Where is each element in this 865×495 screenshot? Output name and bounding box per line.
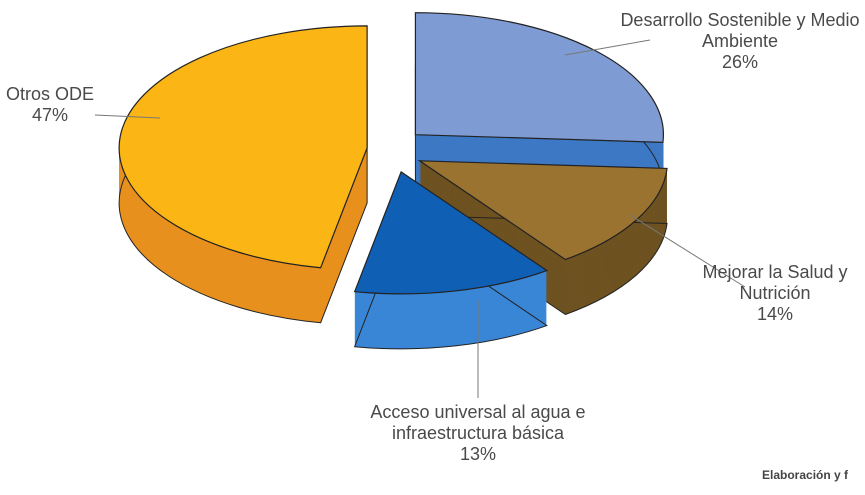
- category-label: Otros ODE: [5, 84, 94, 104]
- value-label: 13%: [459, 444, 497, 464]
- slice-group: [414, 12, 664, 198]
- slice: [353, 170, 549, 295]
- slice: [414, 12, 664, 143]
- value-label: 47%: [31, 105, 69, 125]
- data-label: Acceso universal al agua e infraestructu…: [353, 402, 603, 465]
- slice-group: [118, 25, 368, 324]
- slice-group: [353, 170, 549, 350]
- data-label: Otros ODE 47%: [0, 84, 100, 126]
- data-label: Mejorar la Salud y Nutrición 14%: [665, 262, 865, 325]
- slice: [118, 25, 368, 269]
- slice-side-outline: [353, 226, 548, 350]
- category-label: Mejorar la Salud y Nutrición: [702, 262, 848, 303]
- leader-line: [564, 39, 651, 56]
- slice-side-outline: [417, 215, 668, 316]
- category-label: Desarrollo Sostenible y Medio Ambiente: [620, 10, 860, 51]
- footnote: Elaboración y f: [762, 468, 849, 482]
- data-label: Desarrollo Sostenible y Medio Ambiente 26…: [620, 10, 860, 73]
- value-label: 14%: [756, 304, 794, 324]
- value-label: 26%: [721, 52, 759, 72]
- leader-line: [629, 214, 746, 288]
- leader-line: [94, 114, 161, 119]
- category-label: Acceso universal al agua e infraestructu…: [370, 402, 586, 443]
